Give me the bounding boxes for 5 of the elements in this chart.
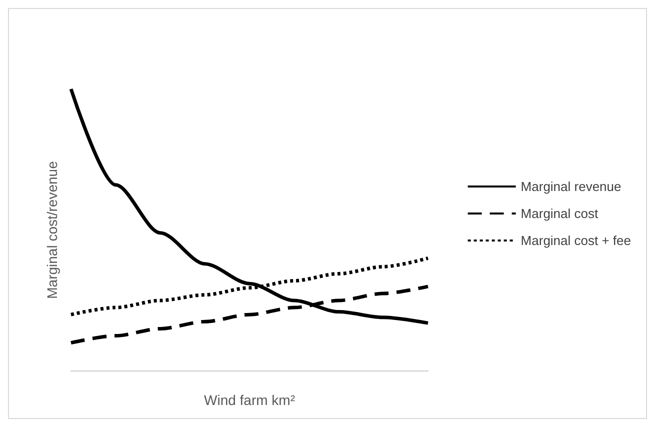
x-axis-title: Wind farm km² <box>204 392 296 408</box>
legend-label: Marginal revenue <box>520 179 622 194</box>
y-axis-title: Marginal cost/revenue <box>44 160 60 299</box>
legend-label: Marginal cost <box>520 206 598 221</box>
legend-label: Marginal cost + fee <box>520 233 632 248</box>
